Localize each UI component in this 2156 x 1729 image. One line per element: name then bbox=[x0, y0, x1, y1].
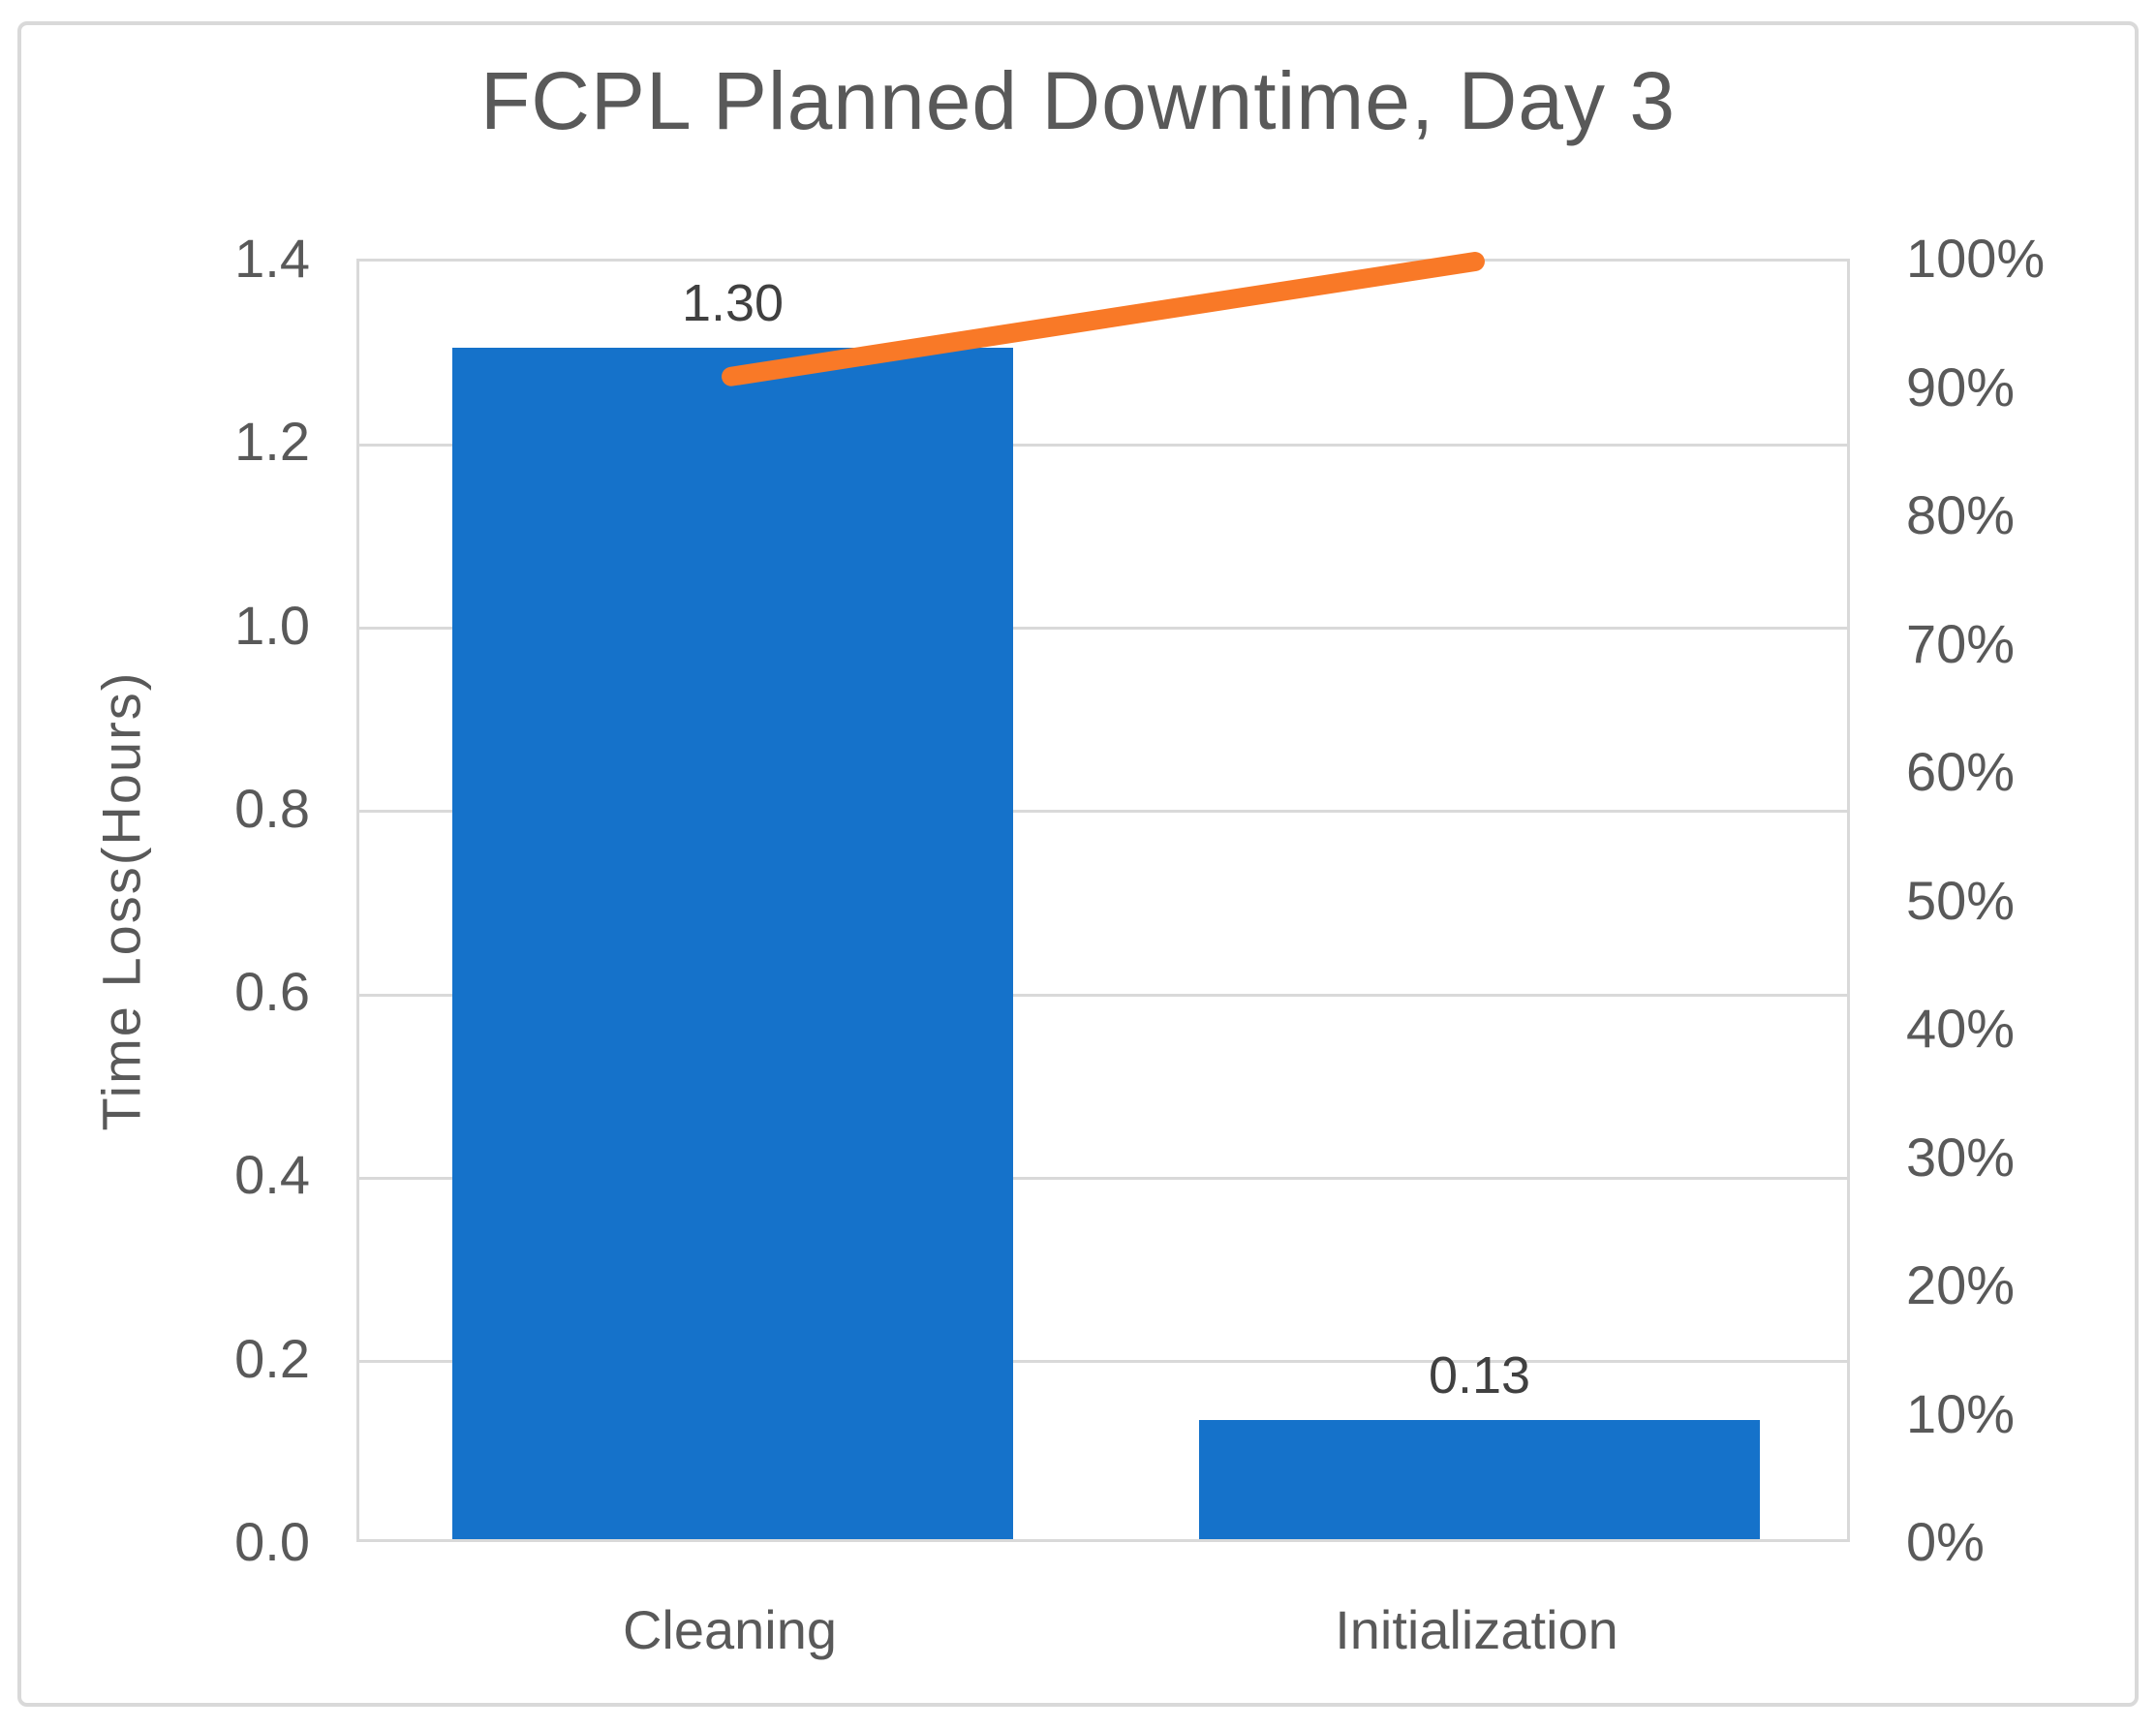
right-axis-tick: 0% bbox=[1906, 1511, 1985, 1572]
x-axis-label-cleaning: Cleaning bbox=[622, 1599, 838, 1660]
right-axis-tick: 90% bbox=[1906, 355, 2016, 417]
left-axis-tick: 1.2 bbox=[234, 411, 310, 473]
x-axis-label-initialization: Initialization bbox=[1335, 1599, 1618, 1660]
chart-title: FCPL Planned Downtime, Day 3 bbox=[479, 55, 1677, 146]
gridline bbox=[359, 627, 1847, 631]
bar-cleaning bbox=[452, 347, 1013, 1539]
left-axis-tick: 0.2 bbox=[234, 1327, 310, 1389]
data-label: 0.13 bbox=[1428, 1345, 1531, 1405]
right-axis-tick: 20% bbox=[1906, 1254, 2016, 1315]
left-axis-tick: 0.6 bbox=[234, 961, 310, 1023]
bar-initialization bbox=[1199, 1419, 1760, 1539]
cumulative-line-path bbox=[722, 252, 1485, 386]
right-axis-tick: 80% bbox=[1906, 484, 2016, 545]
gridline bbox=[359, 993, 1847, 997]
gridline bbox=[359, 443, 1847, 447]
gridline bbox=[359, 810, 1847, 814]
left-axis-tick: 1.4 bbox=[234, 228, 310, 289]
cumulative-line bbox=[722, 252, 1485, 386]
right-axis-tick: 70% bbox=[1906, 612, 2016, 674]
left-axis-tick: 0.4 bbox=[234, 1144, 310, 1206]
plot-area: 1.30 0.13 bbox=[356, 252, 1850, 1542]
right-axis-tick: 100% bbox=[1906, 228, 2046, 289]
right-axis-tick: 40% bbox=[1906, 998, 2016, 1059]
right-axis-tick: 30% bbox=[1906, 1126, 2016, 1188]
gridline bbox=[359, 1176, 1847, 1180]
right-axis-tick: 10% bbox=[1906, 1382, 2016, 1444]
y-axis-title: Time Loss(Hours) bbox=[90, 670, 152, 1131]
left-axis-tick: 0.8 bbox=[234, 777, 310, 839]
right-axis-tick: 60% bbox=[1906, 741, 2016, 802]
data-label: 1.30 bbox=[681, 273, 785, 332]
gridline bbox=[359, 1360, 1847, 1364]
left-axis-tick: 1.0 bbox=[234, 594, 310, 656]
left-axis-tick: 0.0 bbox=[234, 1511, 310, 1572]
right-axis-tick: 50% bbox=[1906, 869, 2016, 931]
